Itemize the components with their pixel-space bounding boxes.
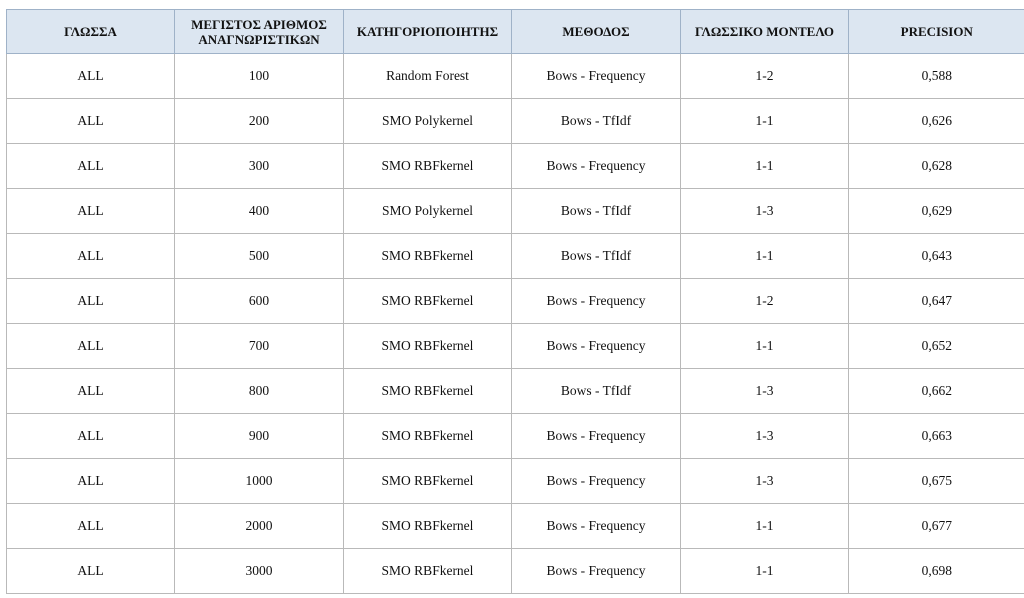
- table-row: ALL 3000 SMO RBFkernel Bows - Frequency …: [6, 548, 1024, 594]
- cell-precision[interactable]: 0,675: [848, 458, 1024, 504]
- cell-language-model[interactable]: 1-1: [680, 233, 849, 279]
- cell-language-model[interactable]: 1-2: [680, 278, 849, 324]
- cell-method[interactable]: Bows - TfIdf: [511, 233, 681, 279]
- cell-max-features[interactable]: 300: [174, 143, 344, 189]
- cell-precision[interactable]: 0,628: [848, 143, 1024, 189]
- header-row: ΓΛΩΣΣΑ ΜΕΓΙΣΤΟΣ ΑΡΙΘΜΟΣ ΑΝΑΓΝΩΡΙΣΤΙΚΩΝ Κ…: [6, 9, 1024, 54]
- cell-classifier[interactable]: SMO Polykernel: [343, 98, 512, 144]
- cell-max-features[interactable]: 100: [174, 53, 344, 99]
- cell-max-features[interactable]: 3000: [174, 548, 344, 594]
- cell-precision[interactable]: 0,663: [848, 413, 1024, 459]
- cell-max-features[interactable]: 600: [174, 278, 344, 324]
- cell-method[interactable]: Bows - Frequency: [511, 323, 681, 369]
- cell-language[interactable]: ALL: [6, 503, 175, 549]
- cell-language-model[interactable]: 1-2: [680, 53, 849, 99]
- header-method[interactable]: ΜΕΘΟΔΟΣ: [511, 9, 681, 54]
- cell-precision[interactable]: 0,629: [848, 188, 1024, 234]
- cell-language[interactable]: ALL: [6, 323, 175, 369]
- cell-method[interactable]: Bows - Frequency: [511, 458, 681, 504]
- cell-language[interactable]: ALL: [6, 188, 175, 234]
- table-body: ALL 100 Random Forest Bows - Frequency 1…: [6, 53, 1024, 594]
- cell-language-model[interactable]: 1-1: [680, 548, 849, 594]
- cell-max-features[interactable]: 1000: [174, 458, 344, 504]
- cell-max-features[interactable]: 700: [174, 323, 344, 369]
- cell-precision[interactable]: 0,698: [848, 548, 1024, 594]
- cell-method[interactable]: Bows - Frequency: [511, 278, 681, 324]
- table-header: ΓΛΩΣΣΑ ΜΕΓΙΣΤΟΣ ΑΡΙΘΜΟΣ ΑΝΑΓΝΩΡΙΣΤΙΚΩΝ Κ…: [6, 9, 1024, 54]
- cell-classifier[interactable]: SMO RBFkernel: [343, 143, 512, 189]
- table-row: ALL 400 SMO Polykernel Bows - TfIdf 1-3 …: [6, 188, 1024, 234]
- cell-precision[interactable]: 0,652: [848, 323, 1024, 369]
- cell-max-features[interactable]: 900: [174, 413, 344, 459]
- table-row: ALL 300 SMO RBFkernel Bows - Frequency 1…: [6, 143, 1024, 189]
- cell-language[interactable]: ALL: [6, 368, 175, 414]
- cell-classifier[interactable]: SMO RBFkernel: [343, 233, 512, 279]
- cell-max-features[interactable]: 2000: [174, 503, 344, 549]
- cell-max-features[interactable]: 400: [174, 188, 344, 234]
- cell-classifier[interactable]: Random Forest: [343, 53, 512, 99]
- cell-classifier[interactable]: SMO RBFkernel: [343, 548, 512, 594]
- cell-classifier[interactable]: SMO RBFkernel: [343, 458, 512, 504]
- cell-language[interactable]: ALL: [6, 53, 175, 99]
- cell-max-features[interactable]: 500: [174, 233, 344, 279]
- cell-language[interactable]: ALL: [6, 98, 175, 144]
- cell-language[interactable]: ALL: [6, 413, 175, 459]
- header-precision[interactable]: PRECISION: [848, 9, 1024, 54]
- header-language[interactable]: ΓΛΩΣΣΑ: [6, 9, 175, 54]
- cell-classifier[interactable]: SMO RBFkernel: [343, 323, 512, 369]
- cell-classifier[interactable]: SMO RBFkernel: [343, 368, 512, 414]
- cell-precision[interactable]: 0,588: [848, 53, 1024, 99]
- cell-method[interactable]: Bows - Frequency: [511, 143, 681, 189]
- cell-method[interactable]: Bows - Frequency: [511, 503, 681, 549]
- cell-language-model[interactable]: 1-3: [680, 413, 849, 459]
- cell-classifier[interactable]: SMO RBFkernel: [343, 278, 512, 324]
- cell-language-model[interactable]: 1-1: [680, 143, 849, 189]
- table-row: ALL 900 SMO RBFkernel Bows - Frequency 1…: [6, 413, 1024, 459]
- cell-classifier[interactable]: SMO RBFkernel: [343, 413, 512, 459]
- table-row: ALL 800 SMO RBFkernel Bows - TfIdf 1-3 0…: [6, 368, 1024, 414]
- cell-language-model[interactable]: 1-1: [680, 98, 849, 144]
- cell-precision[interactable]: 0,662: [848, 368, 1024, 414]
- cell-precision[interactable]: 0,643: [848, 233, 1024, 279]
- cell-precision[interactable]: 0,677: [848, 503, 1024, 549]
- cell-language[interactable]: ALL: [6, 278, 175, 324]
- cell-method[interactable]: Bows - TfIdf: [511, 188, 681, 234]
- table-row: ALL 600 SMO RBFkernel Bows - Frequency 1…: [6, 278, 1024, 324]
- cell-language-model[interactable]: 1-1: [680, 503, 849, 549]
- header-classifier[interactable]: ΚΑΤΗΓΟΡΙΟΠΟΙΗΤΗΣ: [343, 9, 512, 54]
- cell-precision[interactable]: 0,626: [848, 98, 1024, 144]
- cell-language[interactable]: ALL: [6, 458, 175, 504]
- cell-method[interactable]: Bows - TfIdf: [511, 368, 681, 414]
- cell-language-model[interactable]: 1-3: [680, 188, 849, 234]
- cell-max-features[interactable]: 200: [174, 98, 344, 144]
- results-table: ΓΛΩΣΣΑ ΜΕΓΙΣΤΟΣ ΑΡΙΘΜΟΣ ΑΝΑΓΝΩΡΙΣΤΙΚΩΝ Κ…: [6, 9, 1024, 594]
- cell-max-features[interactable]: 800: [174, 368, 344, 414]
- header-language-model[interactable]: ΓΛΩΣΣΙΚΟ ΜΟΝΤΕΛΟ: [680, 9, 849, 54]
- cell-method[interactable]: Bows - TfIdf: [511, 98, 681, 144]
- cell-method[interactable]: Bows - Frequency: [511, 413, 681, 459]
- table-row: ALL 500 SMO RBFkernel Bows - TfIdf 1-1 0…: [6, 233, 1024, 279]
- cell-language-model[interactable]: 1-3: [680, 368, 849, 414]
- cell-precision[interactable]: 0,647: [848, 278, 1024, 324]
- cell-language[interactable]: ALL: [6, 143, 175, 189]
- cell-classifier[interactable]: SMO Polykernel: [343, 188, 512, 234]
- cell-language-model[interactable]: 1-3: [680, 458, 849, 504]
- table-row: ALL 200 SMO Polykernel Bows - TfIdf 1-1 …: [6, 98, 1024, 144]
- cell-classifier[interactable]: SMO RBFkernel: [343, 503, 512, 549]
- table-row: ALL 1000 SMO RBFkernel Bows - Frequency …: [6, 458, 1024, 504]
- cell-language[interactable]: ALL: [6, 548, 175, 594]
- table-row: ALL 700 SMO RBFkernel Bows - Frequency 1…: [6, 323, 1024, 369]
- cell-method[interactable]: Bows - Frequency: [511, 548, 681, 594]
- cell-language-model[interactable]: 1-1: [680, 323, 849, 369]
- table-row: ALL 2000 SMO RBFkernel Bows - Frequency …: [6, 503, 1024, 549]
- spreadsheet-table-region: ΓΛΩΣΣΑ ΜΕΓΙΣΤΟΣ ΑΡΙΘΜΟΣ ΑΝΑΓΝΩΡΙΣΤΙΚΩΝ Κ…: [6, 9, 1024, 598]
- header-max-features[interactable]: ΜΕΓΙΣΤΟΣ ΑΡΙΘΜΟΣ ΑΝΑΓΝΩΡΙΣΤΙΚΩΝ: [174, 9, 344, 54]
- cell-method[interactable]: Bows - Frequency: [511, 53, 681, 99]
- table-row: ALL 100 Random Forest Bows - Frequency 1…: [6, 53, 1024, 99]
- cell-language[interactable]: ALL: [6, 233, 175, 279]
